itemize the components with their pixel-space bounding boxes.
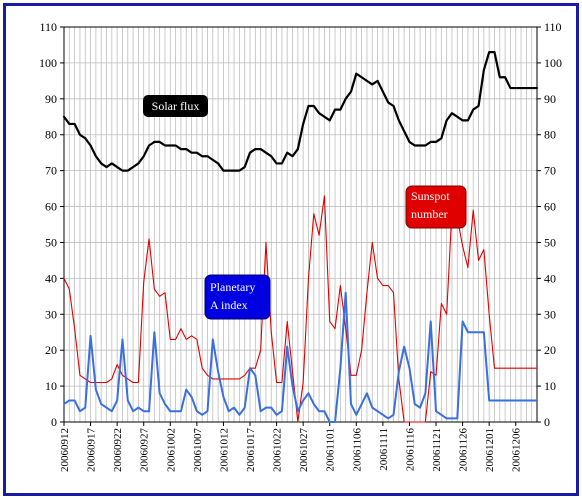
y-tick-label-right: 30 [544, 307, 556, 321]
chart-frame [3, 3, 579, 496]
y-tick-label-left: 50 [45, 235, 57, 249]
plot-area-border [63, 26, 538, 423]
y-tick-label-left: 110 [39, 20, 57, 34]
x-tick-label: 20061106 [351, 428, 363, 472]
x-tick-label: 20061002 [165, 428, 177, 472]
x-tick-label: 20061206 [511, 428, 523, 473]
x-tick-label: 20061012 [218, 428, 230, 472]
sunspot-label-line2: number [411, 207, 448, 221]
y-tick-label-left: 80 [45, 128, 57, 142]
series-line-sunspot-number [63, 195, 538, 423]
grid [63, 26, 538, 423]
y-tick-label-right: 20 [544, 343, 556, 357]
y-tick-label-right: 100 [544, 56, 562, 70]
x-tick-label: 20061116 [404, 428, 416, 472]
y-tick-label-left: 40 [45, 271, 57, 285]
y-tick-label-right: 70 [544, 164, 556, 178]
x-tick-label: 20061022 [272, 428, 284, 472]
x-tick-label: 20061111 [378, 428, 390, 471]
x-tick-label: 20060912 [59, 428, 71, 472]
x-tick-label: 20061101 [325, 428, 337, 472]
x-tick-label: 20061121 [431, 428, 443, 472]
x-tick-label: 20061126 [458, 428, 470, 472]
y-tick-label-right: 40 [544, 271, 556, 285]
y-tick-label-right: 50 [544, 235, 556, 249]
y-tick-label-left: 0 [51, 415, 57, 429]
sunspot-number-label: Sunspot number [405, 185, 467, 229]
x-tick-label: 20060927 [139, 428, 151, 473]
series-line-planetary-a-index [63, 291, 538, 423]
x-tick-label: 20061201 [484, 428, 496, 472]
y-tick-label-left: 20 [45, 343, 57, 357]
series-labels: Solar flux Sunspot number Planetary A in… [143, 95, 467, 320]
series-line-solar-flux [62, 51, 539, 172]
planetary-a-index-label: Planetary A index [204, 274, 271, 320]
y-tick-label-left: 70 [45, 164, 57, 178]
series-group [62, 51, 539, 423]
a-index-label-line1: Planetary [210, 280, 255, 294]
a-index-label-line2: A index [210, 298, 248, 312]
y-tick-label-right: 80 [544, 128, 556, 142]
y-tick-label-right: 110 [544, 20, 562, 34]
x-tick-label: 20061027 [298, 428, 310, 473]
y-tick-label-left: 60 [45, 200, 57, 214]
solar-flux-label: Solar flux [143, 95, 208, 117]
axes: 0 0 10 10 20 20 30 30 40 40 50 50 60 60 70 70 80 80 90 90 10… [39, 20, 562, 472]
y-tick-label-left: 100 [39, 56, 57, 70]
x-tick-label: 20060922 [112, 428, 124, 472]
y-tick-label-right: 0 [544, 415, 550, 429]
y-tick-label-left: 10 [45, 379, 57, 393]
sunspot-label-line1: Sunspot [411, 189, 450, 203]
solar-flux-label-text: Solar flux [152, 99, 200, 113]
y-tick-label-right: 10 [544, 379, 556, 393]
x-tick-label: 20061017 [245, 428, 257, 473]
y-tick-label-right: 90 [544, 92, 556, 106]
x-tick-label: 20061007 [192, 428, 204, 473]
x-tick-label: 20060917 [86, 428, 98, 473]
y-tick-label-left: 30 [45, 307, 57, 321]
y-tick-label-right: 60 [544, 200, 556, 214]
y-tick-label-left: 90 [45, 92, 57, 106]
